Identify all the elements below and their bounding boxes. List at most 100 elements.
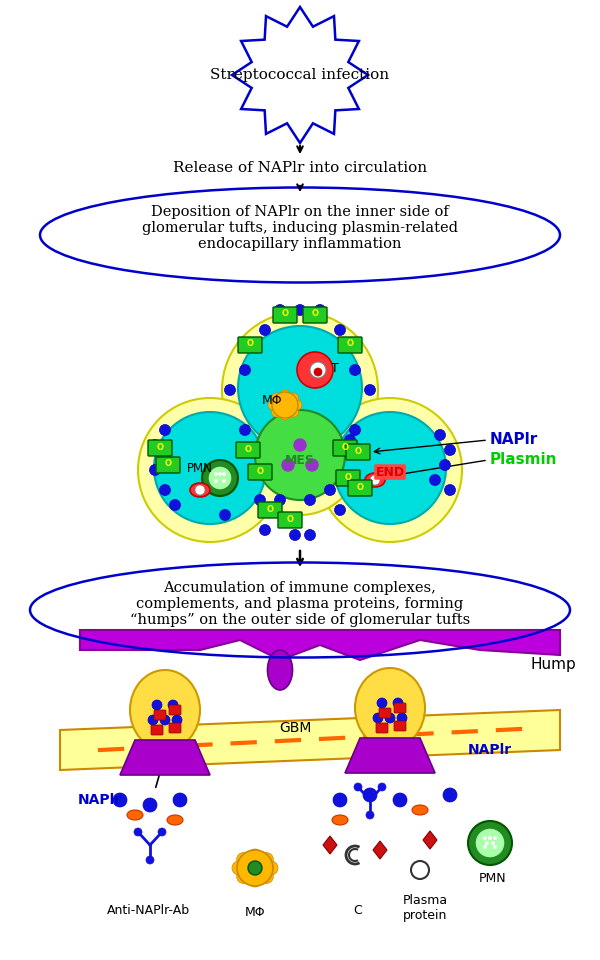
FancyBboxPatch shape xyxy=(273,307,297,323)
FancyBboxPatch shape xyxy=(278,512,302,528)
Circle shape xyxy=(275,304,286,316)
Circle shape xyxy=(290,530,301,540)
Circle shape xyxy=(218,472,221,475)
Circle shape xyxy=(335,324,346,335)
Circle shape xyxy=(295,304,305,316)
Text: MΦ: MΦ xyxy=(262,394,283,406)
Circle shape xyxy=(264,861,278,875)
Circle shape xyxy=(138,398,282,542)
FancyBboxPatch shape xyxy=(333,440,357,456)
Ellipse shape xyxy=(365,473,385,487)
Circle shape xyxy=(483,836,487,840)
Polygon shape xyxy=(80,630,560,660)
Circle shape xyxy=(260,524,271,536)
Ellipse shape xyxy=(412,805,428,815)
Circle shape xyxy=(378,783,386,791)
Circle shape xyxy=(224,385,235,396)
Circle shape xyxy=(363,788,377,802)
Circle shape xyxy=(377,698,387,708)
FancyBboxPatch shape xyxy=(238,337,262,353)
Text: NAPlr: NAPlr xyxy=(468,743,512,757)
Circle shape xyxy=(158,828,166,836)
Circle shape xyxy=(344,435,355,445)
Circle shape xyxy=(220,510,230,520)
Circle shape xyxy=(485,841,489,845)
Circle shape xyxy=(280,410,290,420)
Circle shape xyxy=(146,856,154,864)
Circle shape xyxy=(223,472,226,475)
Text: Hump: Hump xyxy=(530,658,576,673)
Circle shape xyxy=(292,400,302,410)
Text: O: O xyxy=(355,446,361,455)
Circle shape xyxy=(143,798,157,812)
Text: O: O xyxy=(341,443,349,451)
Circle shape xyxy=(493,836,497,840)
Circle shape xyxy=(294,439,306,451)
Text: Plasma
protein: Plasma protein xyxy=(403,894,448,922)
Text: O: O xyxy=(266,505,274,514)
FancyBboxPatch shape xyxy=(248,464,272,480)
FancyBboxPatch shape xyxy=(151,725,163,735)
FancyBboxPatch shape xyxy=(169,705,181,715)
Circle shape xyxy=(310,362,326,378)
Text: O: O xyxy=(356,483,364,492)
Polygon shape xyxy=(120,740,210,775)
Circle shape xyxy=(314,368,322,376)
Text: O: O xyxy=(257,467,263,475)
FancyBboxPatch shape xyxy=(394,703,406,713)
Circle shape xyxy=(195,485,205,495)
Circle shape xyxy=(483,845,487,849)
Circle shape xyxy=(259,852,274,867)
Circle shape xyxy=(430,474,440,486)
Circle shape xyxy=(268,400,278,410)
Circle shape xyxy=(248,849,262,863)
Circle shape xyxy=(275,494,286,506)
Text: O: O xyxy=(247,340,254,348)
Text: O: O xyxy=(287,515,293,523)
Circle shape xyxy=(297,352,333,388)
Circle shape xyxy=(334,412,446,524)
Circle shape xyxy=(333,793,347,807)
Circle shape xyxy=(439,460,451,470)
FancyBboxPatch shape xyxy=(148,440,172,456)
Circle shape xyxy=(254,494,265,506)
Circle shape xyxy=(255,410,345,500)
Text: Streptococcal infection: Streptococcal infection xyxy=(211,68,389,82)
Circle shape xyxy=(411,861,429,879)
Circle shape xyxy=(208,466,232,490)
Circle shape xyxy=(239,424,251,436)
Circle shape xyxy=(373,713,383,723)
Text: MES: MES xyxy=(285,453,315,467)
Circle shape xyxy=(134,828,142,836)
FancyBboxPatch shape xyxy=(346,444,370,460)
Text: NAPlr: NAPlr xyxy=(490,433,538,447)
Circle shape xyxy=(173,793,187,807)
Circle shape xyxy=(443,788,457,802)
Circle shape xyxy=(393,793,407,807)
Text: T: T xyxy=(331,362,339,374)
Text: Plasmin: Plasmin xyxy=(490,452,557,468)
Circle shape xyxy=(289,407,298,417)
Polygon shape xyxy=(345,738,435,773)
Ellipse shape xyxy=(190,483,210,497)
Text: PMN: PMN xyxy=(479,872,507,884)
FancyBboxPatch shape xyxy=(156,457,180,473)
Circle shape xyxy=(149,465,161,475)
Text: Release of NAPlr into circulation: Release of NAPlr into circulation xyxy=(173,161,427,175)
Circle shape xyxy=(491,841,495,845)
Ellipse shape xyxy=(332,815,348,825)
Circle shape xyxy=(149,440,161,450)
Circle shape xyxy=(170,499,181,511)
Circle shape xyxy=(168,700,178,710)
FancyBboxPatch shape xyxy=(348,480,372,496)
Circle shape xyxy=(493,845,497,849)
Circle shape xyxy=(238,326,362,450)
Circle shape xyxy=(349,424,361,436)
Circle shape xyxy=(236,852,251,867)
Circle shape xyxy=(237,850,273,886)
Circle shape xyxy=(248,873,262,887)
Circle shape xyxy=(366,811,374,819)
Circle shape xyxy=(222,312,378,468)
Circle shape xyxy=(475,828,505,858)
Text: O: O xyxy=(245,444,251,453)
